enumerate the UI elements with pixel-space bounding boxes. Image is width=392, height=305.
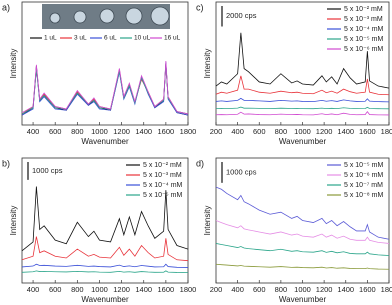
x-tick-label: 1800 <box>180 285 197 294</box>
x-tick-label: 600 <box>253 285 266 294</box>
droplet <box>99 8 115 24</box>
spectrum-line <box>215 106 390 110</box>
x-tick-label: 1000 <box>91 285 108 294</box>
legend-label: 5 x 10⁻⁵ mM <box>344 162 383 169</box>
plot-frame <box>21 1 189 126</box>
x-tick-label: 1200 <box>113 127 130 136</box>
droplet <box>73 10 87 24</box>
spectrum-line <box>21 62 189 116</box>
x-tick-label: 200 <box>210 285 223 294</box>
spectrum-line <box>215 75 390 96</box>
spectrum-line <box>21 186 189 252</box>
x-tick-label: 1600 <box>359 127 376 136</box>
spectrum-line <box>21 64 189 115</box>
y-axis-label: Intensity <box>203 206 212 236</box>
x-tick-label: 1200 <box>316 127 333 136</box>
legend-label: 3 uL <box>74 35 87 42</box>
legend-label: 5 x 10⁻⁴ mM <box>143 182 183 189</box>
x-axis-label: Wavenumber <box>81 137 129 146</box>
x-tick-label: 600 <box>253 127 266 136</box>
droplet <box>150 6 170 26</box>
x-tick-label: 1400 <box>135 285 152 294</box>
x-tick-label: 1800 <box>381 285 392 294</box>
panel-label: c) <box>196 2 204 12</box>
spectrum-line <box>215 32 390 89</box>
legend-label: 5 x 10⁻⁶ mM <box>344 46 383 53</box>
x-tick-label: 1600 <box>158 127 175 136</box>
spectrum-line <box>21 236 189 262</box>
x-tick-label: 800 <box>275 127 288 136</box>
scale-bar-label: 2000 cps <box>226 11 257 20</box>
x-tick-label: 600 <box>49 285 62 294</box>
panel-label: a) <box>2 2 10 12</box>
spectrum-line <box>21 63 189 115</box>
x-tick-label: 1400 <box>135 127 152 136</box>
x-tick-label: 1400 <box>337 127 354 136</box>
droplet-photos <box>42 4 170 29</box>
x-tick-label: 200 <box>210 127 223 136</box>
x-tick-label: 1000 <box>294 127 311 136</box>
x-tick-label: 400 <box>231 127 244 136</box>
legend-label: 5 x 10⁻³ mM <box>344 16 383 23</box>
spectrum-line <box>215 220 390 244</box>
x-tick-label: 1600 <box>359 285 376 294</box>
x-tick-label: 600 <box>49 127 62 136</box>
x-tick-label: 400 <box>27 285 40 294</box>
x-tick-label: 1200 <box>316 285 333 294</box>
legend-label: 5 x 10⁻⁵ mM <box>143 192 182 199</box>
x-tick-label: 1400 <box>337 285 354 294</box>
x-axis-label: Wavenumber <box>279 137 327 146</box>
spectrum-line <box>21 263 189 268</box>
panel: d) 200 400 600 800 1000 1200 1400 1600 1800 Wavenu… <box>196 157 392 304</box>
legend-label: 5 x 10⁻³ mM <box>143 172 182 179</box>
spectrum-line <box>21 61 189 115</box>
x-tick-label: 400 <box>27 127 40 136</box>
x-tick-label: 1800 <box>180 127 197 136</box>
plot-frame <box>21 157 189 284</box>
droplet <box>125 7 143 25</box>
x-tick-label: 800 <box>275 285 288 294</box>
y-axis-label: Intensity <box>9 49 18 79</box>
x-tick-label: 800 <box>71 285 84 294</box>
spectrum-line <box>215 263 390 270</box>
x-tick-label: 400 <box>231 285 244 294</box>
legend-label: 5 x 10⁻⁵ mM <box>344 36 383 43</box>
panel-label: d) <box>196 158 204 168</box>
spectrum-line <box>215 186 390 240</box>
x-tick-label: 1600 <box>158 285 175 294</box>
x-tick-label: 1800 <box>381 127 392 136</box>
legend-label: 10 uL <box>134 35 151 42</box>
x-axis-label: Wavenumber <box>81 295 129 304</box>
legend-label: 5 x 10⁻² mM <box>344 6 383 13</box>
legend-label: 5 x 10⁻⁴ mM <box>344 26 384 33</box>
panel-label: b) <box>2 158 10 168</box>
legend-label: 1 uL <box>44 35 57 42</box>
y-axis-label: Intensity <box>9 206 18 236</box>
x-tick-label: 1000 <box>91 127 108 136</box>
x-axis-label: Wavenumber <box>279 295 327 304</box>
panel: b) 400 600 800 1000 1200 1400 1600 1800 Wavenumbe… <box>2 157 197 304</box>
legend-label: 5 x 10⁻⁶ mM <box>344 172 383 179</box>
legend-label: 16 uL <box>164 35 181 42</box>
scale-bar-label: 1000 cps <box>32 166 63 175</box>
panel: c) 200 400 600 800 1000 1200 1400 1600 1800 Wavenu… <box>196 1 392 146</box>
spectrum-line <box>215 97 390 103</box>
x-tick-label: 1200 <box>113 285 130 294</box>
legend-label: 5 x 10⁻⁸ mM <box>344 192 383 199</box>
legend-label: 6 uL <box>104 35 117 42</box>
scale-bar-label: 1000 cps <box>226 167 257 176</box>
spectrum-line <box>215 111 390 116</box>
y-axis-label: Intensity <box>203 49 212 79</box>
spectrum-line <box>215 243 390 256</box>
legend-label: 5 x 10⁻² mM <box>143 162 182 169</box>
panel: a) 400 600 800 1000 1200 1400 1600 1800 Wavenumbe… <box>2 1 197 146</box>
spectrum-line <box>21 270 189 274</box>
legend-label: 5 x 10⁻⁷ mM <box>344 182 383 189</box>
x-tick-label: 1000 <box>294 285 311 294</box>
x-tick-label: 800 <box>71 127 84 136</box>
droplet <box>49 12 61 24</box>
